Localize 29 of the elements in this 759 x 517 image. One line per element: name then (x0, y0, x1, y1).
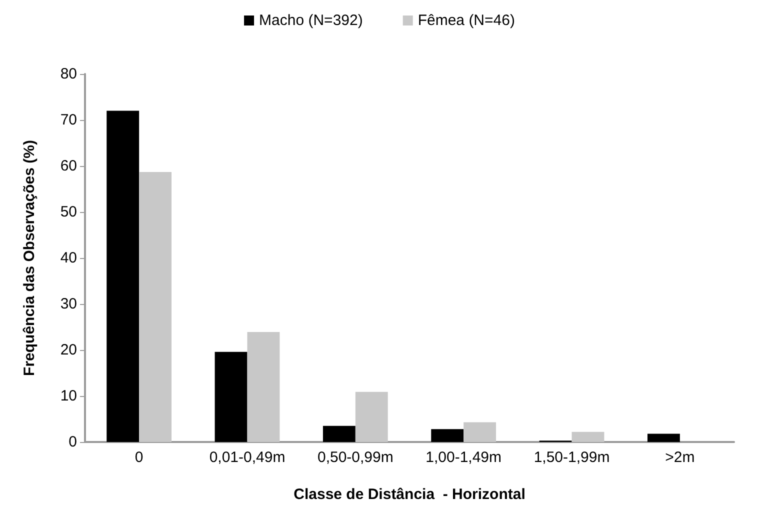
legend-label: Fêmea (N=46) (418, 12, 515, 29)
x-tick-label: >2m (665, 449, 695, 466)
x-tick-label: 0,01-0,49m (209, 449, 286, 466)
y-tick-label: 0 (68, 434, 77, 450)
y-tick-label: 70 (60, 112, 77, 128)
bar (247, 332, 280, 442)
x-tick-label: 0 (134, 449, 144, 466)
y-tick-label: 40 (60, 250, 77, 266)
bar (322, 426, 356, 442)
bar (431, 429, 464, 442)
x-tick-label: 0,50-0,99m (317, 449, 394, 466)
y-tick-label: 20 (60, 342, 77, 358)
y-tick-label: 80 (60, 66, 77, 82)
x-tick-label: 1,00-1,49m (426, 449, 502, 466)
y-tick-label: 30 (60, 296, 77, 312)
y-axis-title: Frequência das Observações (%) (21, 140, 38, 376)
bar (355, 392, 388, 442)
bar (464, 422, 496, 442)
y-tick-label: 50 (60, 204, 77, 220)
y-tick-label: 10 (60, 388, 77, 404)
legend-label: Macho (N=392) (259, 12, 363, 29)
bar (139, 172, 172, 442)
bar (647, 434, 680, 442)
x-axis-title: Classe de Distância - Horizontal (294, 486, 526, 503)
y-tick-label: 60 (60, 158, 77, 174)
bar (572, 432, 604, 442)
x-tick-label: 1,50-1,99m (534, 449, 610, 466)
bar (214, 352, 248, 442)
bar (106, 110, 140, 442)
